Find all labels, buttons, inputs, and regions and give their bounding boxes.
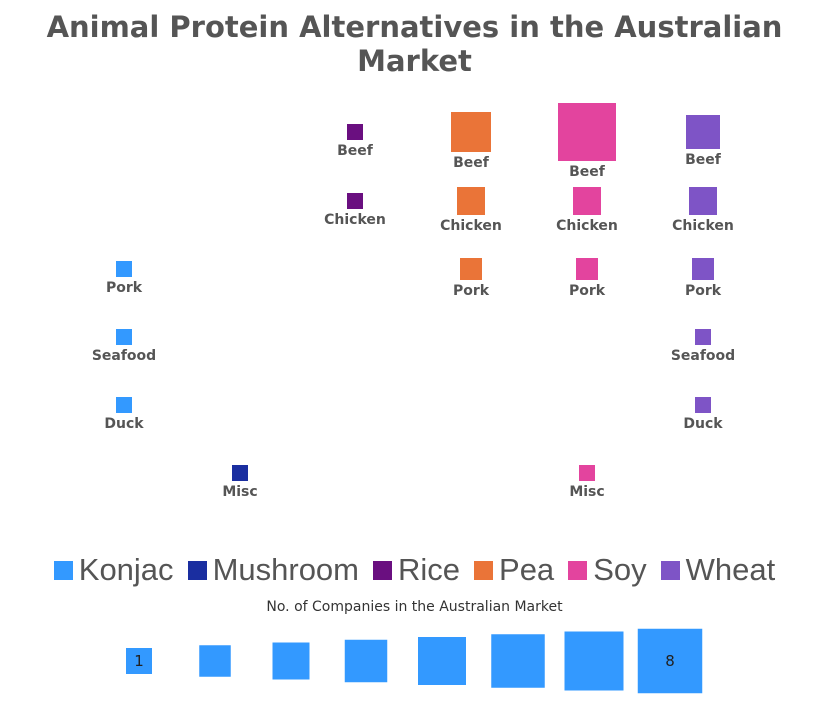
size-key-square (637, 628, 703, 694)
data-label: Pork (685, 283, 722, 299)
data-point-wheat-chicken: Chicken (672, 187, 734, 234)
data-label: Seafood (671, 348, 735, 364)
data-label: Seafood (92, 348, 156, 364)
data-label: Beef (685, 152, 722, 168)
data-point-konjac-duck: Duck (104, 397, 144, 432)
legend-swatch (187, 560, 207, 580)
data-label: Pork (106, 280, 143, 296)
data-point-wheat-seafood: Seafood (671, 329, 735, 364)
size-key-2 (199, 645, 231, 677)
data-square (576, 258, 598, 280)
data-point-soy-chicken: Chicken (556, 187, 618, 234)
data-point-rice-chicken: Chicken (324, 193, 386, 228)
legend-label: Soy (593, 552, 647, 587)
size-key-square (564, 631, 624, 691)
size-key-4 (344, 639, 388, 683)
data-square (686, 115, 720, 149)
size-key-label: 1 (134, 652, 144, 670)
data-point-konjac-pork: Pork (106, 261, 143, 296)
data-square (689, 187, 717, 215)
legend-label: Wheat (685, 552, 776, 587)
size-key-square (418, 637, 466, 685)
data-square (232, 465, 248, 481)
legend-label: Pea (499, 552, 555, 587)
data-label: Chicken (556, 218, 618, 234)
data-point-soy-pork: Pork (569, 258, 606, 299)
data-point-mushroom-misc: Misc (222, 465, 258, 500)
data-label: Beef (569, 164, 606, 180)
data-point-wheat-duck: Duck (683, 397, 723, 432)
size-legend-title: No. of Companies in the Australian Marke… (266, 599, 563, 615)
legend: Konjac Mushroom Rice Pea Soy Wheat (0, 552, 829, 588)
size-key-square (126, 648, 152, 674)
data-square (573, 187, 601, 215)
data-square (692, 258, 714, 280)
legend-swatch (53, 560, 73, 580)
size-key-square (199, 645, 231, 677)
legend-swatch (568, 560, 588, 580)
data-square (457, 187, 485, 215)
data-square (695, 397, 711, 413)
legend-item-wheat: Wheat (660, 552, 776, 588)
data-square (451, 112, 491, 152)
data-square (116, 397, 132, 413)
data-point-wheat-pork: Pork (685, 258, 722, 299)
legend-swatch (373, 560, 392, 580)
size-key-1: 1 (126, 648, 152, 674)
data-point-soy-beef: Beef (558, 103, 616, 180)
data-square (347, 124, 363, 140)
legend-item-rice: Rice (373, 552, 460, 588)
size-key-square (272, 642, 310, 680)
legend-label: Konjac (78, 552, 174, 587)
data-label: Duck (104, 416, 144, 432)
data-square (116, 329, 132, 345)
legend-item-konjac: Konjac (53, 552, 174, 588)
data-square (460, 258, 482, 280)
data-label: Chicken (672, 218, 734, 234)
data-square (558, 103, 616, 161)
legend-swatch (474, 560, 494, 580)
data-square (579, 465, 595, 481)
size-key-7 (564, 631, 624, 691)
data-point-konjac-seafood: Seafood (92, 329, 156, 364)
legend-item-mushroom: Mushroom (187, 552, 359, 588)
chart-title: Animal Protein Alternatives in the Austr… (46, 10, 783, 78)
size-key-square (491, 634, 545, 688)
size-key-label: 8 (665, 652, 675, 670)
legend-label: Rice (398, 552, 461, 587)
data-label: Beef (337, 143, 374, 159)
data-point-pea-chicken: Chicken (440, 187, 502, 234)
legend-item-soy: Soy (568, 552, 647, 588)
legend-swatch (660, 560, 680, 580)
data-label: Chicken (324, 212, 386, 228)
data-square (347, 193, 363, 209)
data-label: Beef (453, 155, 490, 171)
size-key-6 (491, 634, 545, 688)
data-point-pea-pork: Pork (453, 258, 490, 299)
data-label: Pork (453, 283, 490, 299)
data-label: Misc (569, 484, 604, 500)
data-label: Misc (222, 484, 257, 500)
size-key-square (344, 639, 388, 683)
data-label: Pork (569, 283, 606, 299)
data-point-soy-misc: Misc (569, 465, 605, 500)
data-label: Chicken (440, 218, 502, 234)
data-square (116, 261, 132, 277)
data-point-wheat-beef: Beef (685, 115, 722, 168)
data-point-pea-beef: Beef (451, 112, 491, 171)
size-key-8: 8 (637, 628, 703, 694)
data-point-rice-beef: Beef (337, 124, 374, 159)
size-key-5 (418, 637, 466, 685)
legend-item-pea: Pea (474, 552, 554, 588)
data-square (695, 329, 711, 345)
data-label: Duck (683, 416, 723, 432)
size-key-3 (272, 642, 310, 680)
legend-label: Mushroom (212, 552, 359, 587)
